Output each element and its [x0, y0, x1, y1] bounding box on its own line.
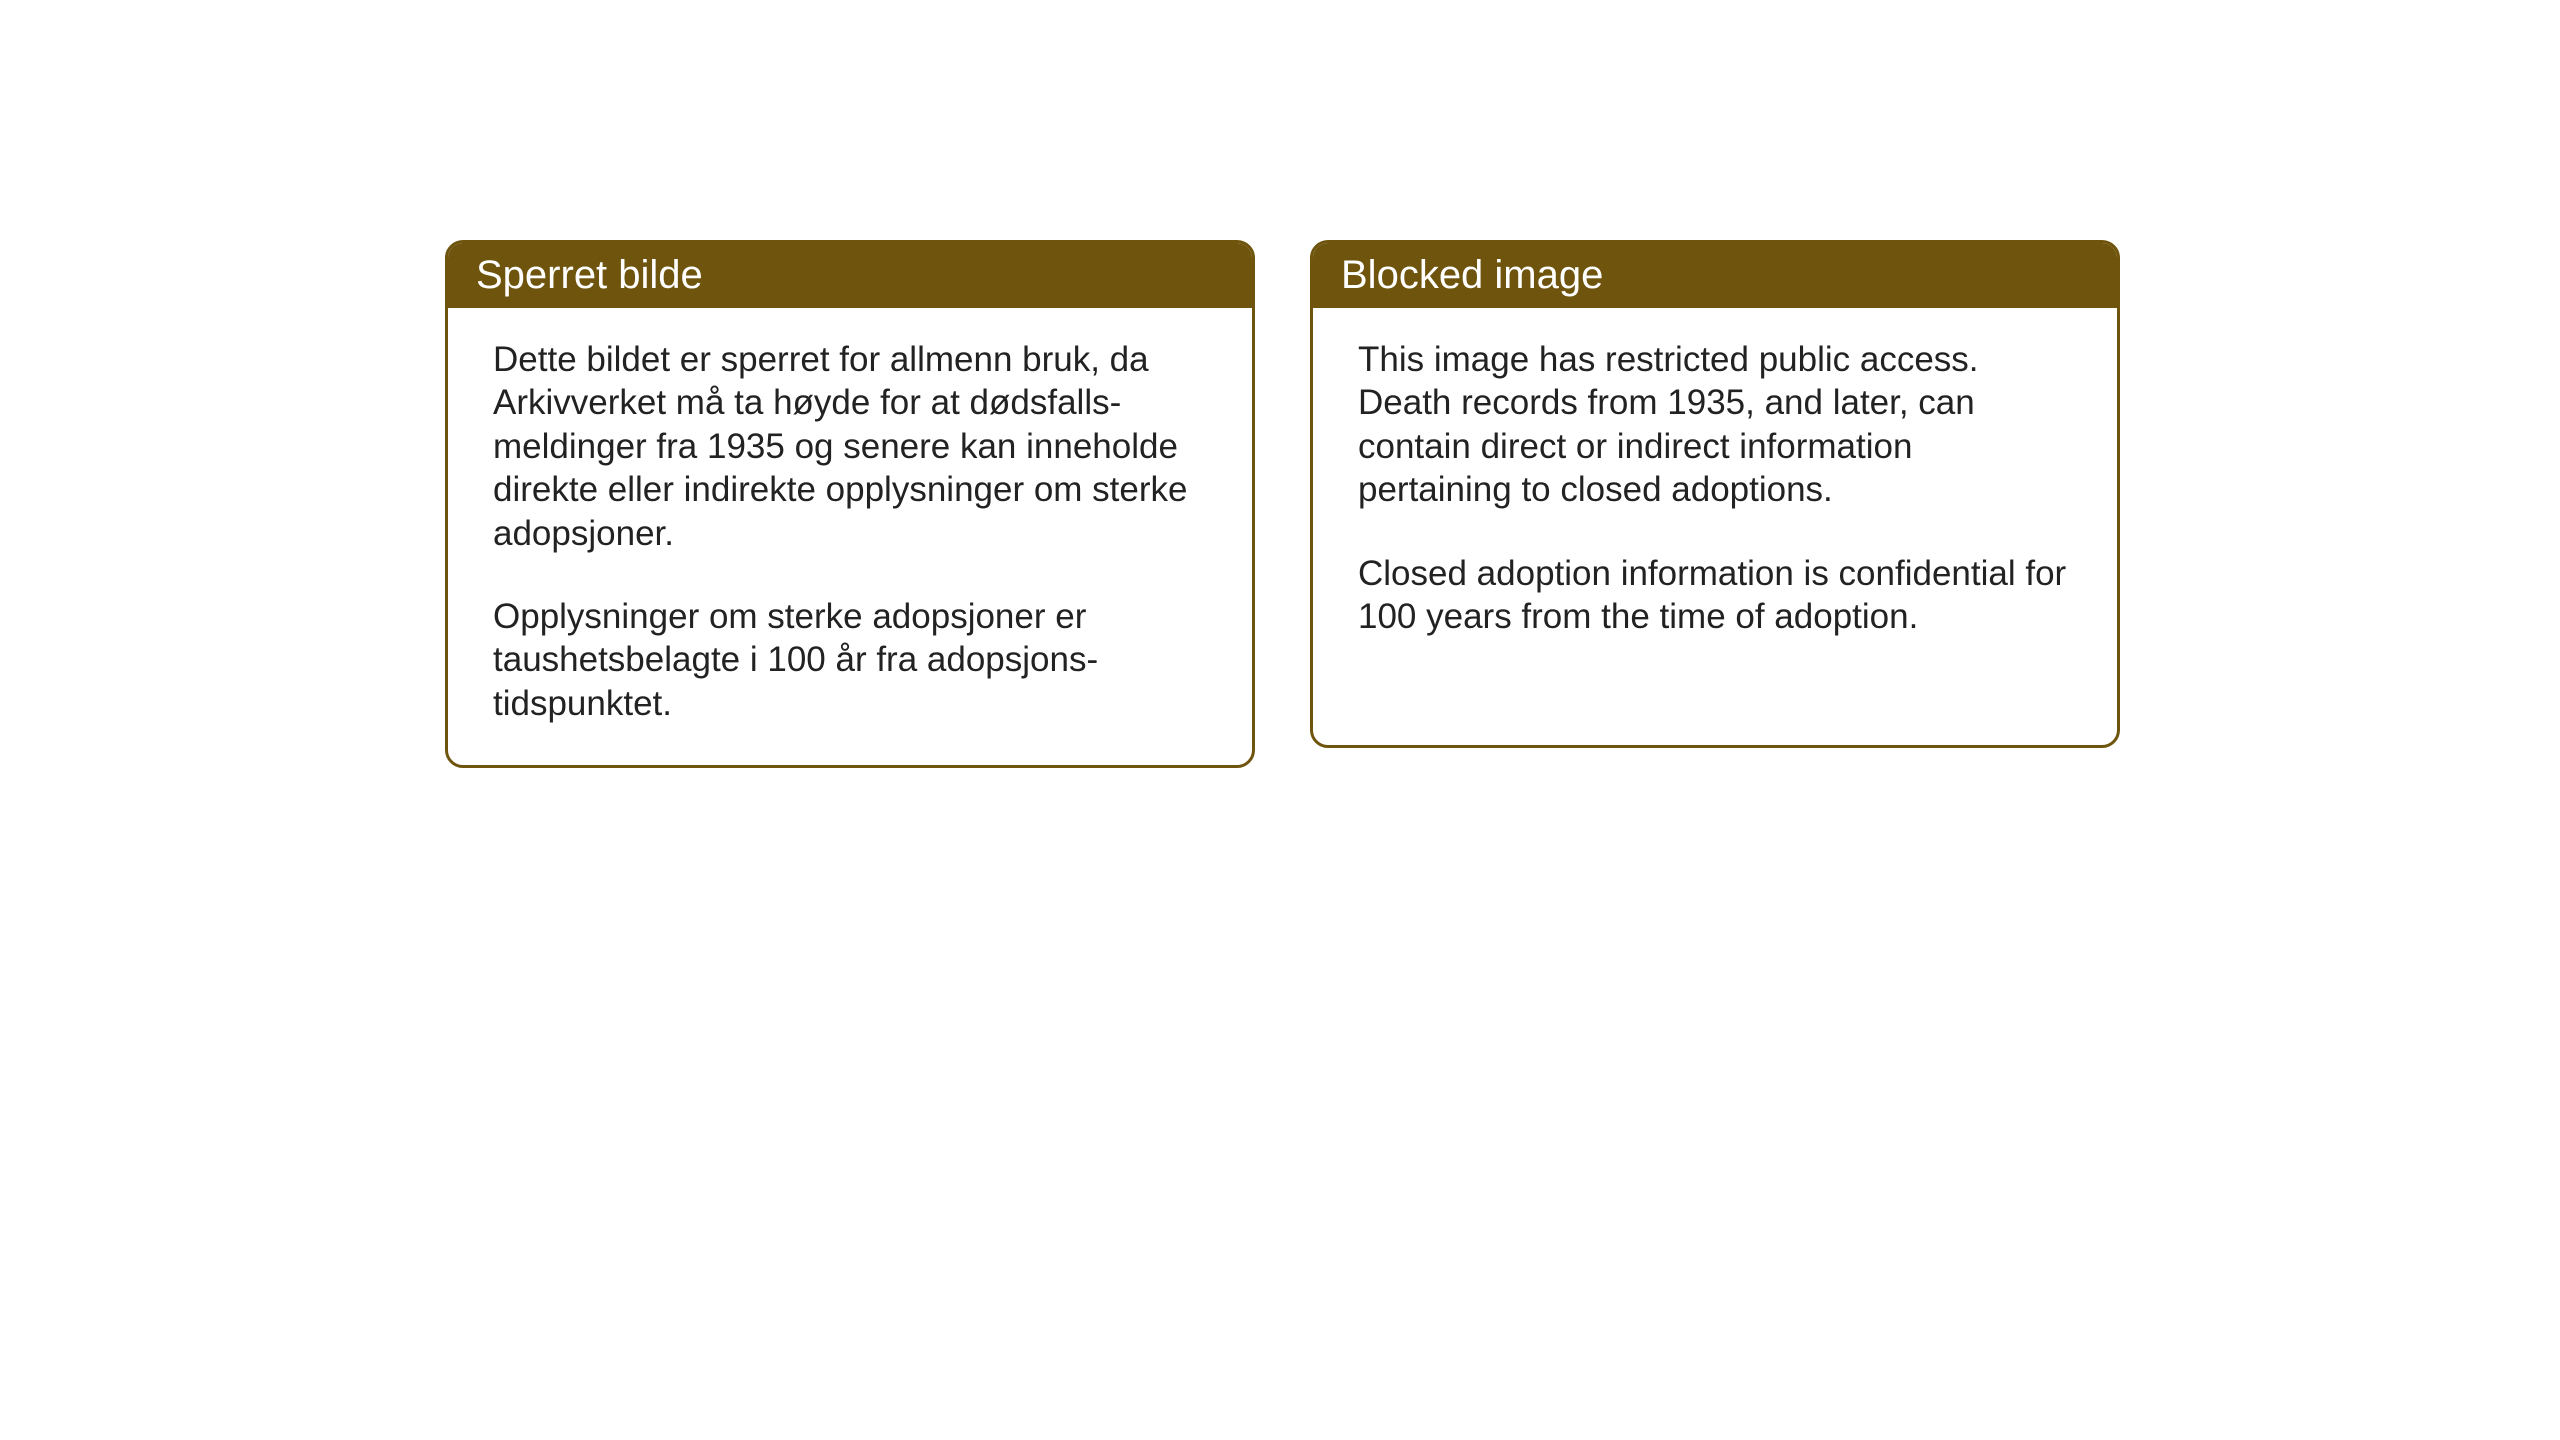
norwegian-paragraph-2: Opplysninger om sterke adopsjoner er tau…	[493, 595, 1207, 725]
english-paragraph-1: This image has restricted public access.…	[1358, 338, 2072, 512]
english-paragraph-2: Closed adoption information is confident…	[1358, 552, 2072, 639]
norwegian-card-title: Sperret bilde	[448, 243, 1252, 308]
english-notice-card: Blocked image This image has restricted …	[1310, 240, 2120, 748]
notice-cards-container: Sperret bilde Dette bildet er sperret fo…	[445, 240, 2120, 768]
norwegian-paragraph-1: Dette bildet er sperret for allmenn bruk…	[493, 338, 1207, 555]
norwegian-card-body: Dette bildet er sperret for allmenn bruk…	[448, 308, 1252, 765]
english-card-title: Blocked image	[1313, 243, 2117, 308]
norwegian-notice-card: Sperret bilde Dette bildet er sperret fo…	[445, 240, 1255, 768]
english-card-body: This image has restricted public access.…	[1313, 308, 2117, 678]
